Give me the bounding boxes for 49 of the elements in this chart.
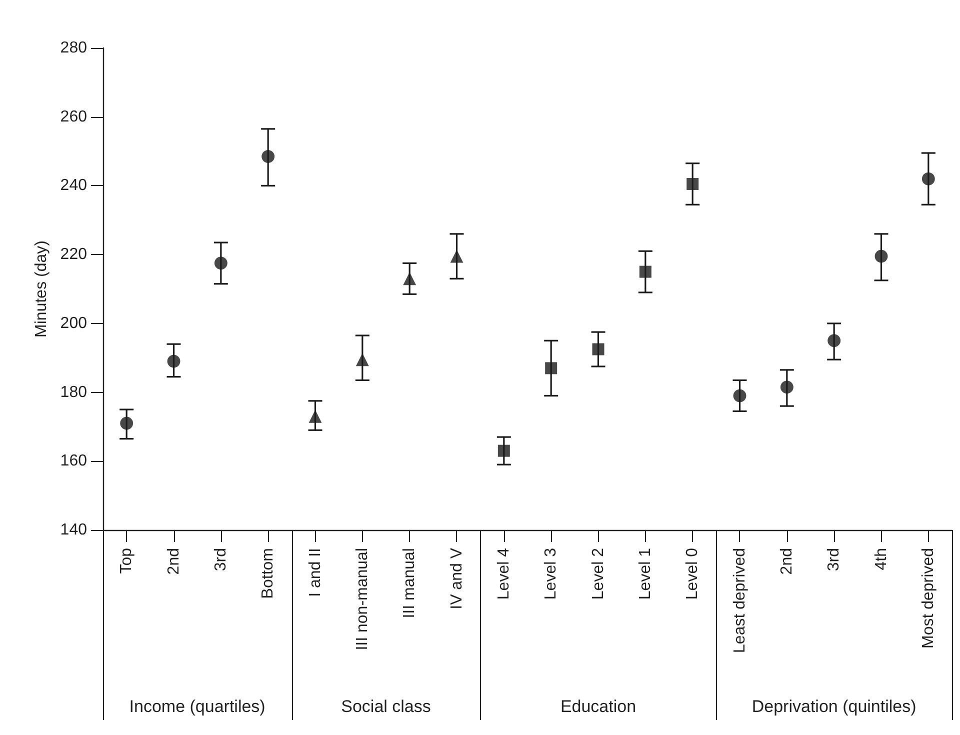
x-tick-label: IV and V (448, 548, 466, 610)
point (874, 250, 888, 263)
point (450, 250, 464, 263)
point (308, 410, 322, 423)
point (828, 334, 841, 348)
y-tick-label: 160 (60, 452, 88, 470)
x-tick-label: I and II (306, 548, 324, 597)
x-tick-label: III manual (401, 548, 418, 618)
point (780, 380, 794, 394)
point (356, 353, 369, 366)
x-tick-label: Most deprived (920, 548, 937, 648)
text: Deprivation (quintiles) (752, 697, 916, 717)
point (922, 172, 935, 186)
x-tick-label: Top (118, 548, 136, 574)
point (592, 343, 604, 356)
x-tick-label: 4th (872, 548, 890, 570)
x-tick-label: Bottom (260, 548, 277, 599)
x-tick-label: Level 0 (684, 548, 702, 600)
y-tick-label: 140 (60, 522, 88, 538)
x-tick-label: Level 4 (495, 548, 512, 600)
y-tick-label: 280 (60, 40, 88, 56)
x-tick-label: Level 2 (590, 548, 607, 600)
y-axis-title: Minutes (day) (32, 240, 50, 338)
y-tick-label: 220 (60, 246, 88, 264)
text: Social class (341, 697, 431, 717)
point (545, 362, 558, 374)
y-tick-label: 180 (60, 384, 88, 401)
point (120, 416, 134, 430)
x-tick-label: Level 1 (636, 548, 654, 600)
point (214, 256, 228, 270)
point (733, 389, 746, 402)
text: Income (quartiles) (129, 697, 266, 717)
point (686, 178, 699, 190)
point (167, 354, 180, 368)
text: Education (560, 697, 636, 717)
x-tick-label: 3rd (826, 548, 843, 572)
x-tick-label: 3rd (212, 548, 230, 572)
point (262, 150, 275, 163)
y-tick-label: 240 (60, 177, 88, 194)
x-tick-label: Level 3 (542, 548, 560, 600)
y-tick-label: 200 (60, 314, 88, 332)
x-tick-label: Least deprived (731, 548, 748, 653)
y-tick-label: 260 (60, 108, 88, 126)
x-tick-label: 2nd (778, 548, 796, 575)
x-tick-label: III non-manual (354, 548, 371, 650)
point (498, 444, 510, 457)
point (403, 272, 416, 286)
point (639, 266, 652, 278)
x-tick-label: 2nd (165, 548, 182, 575)
